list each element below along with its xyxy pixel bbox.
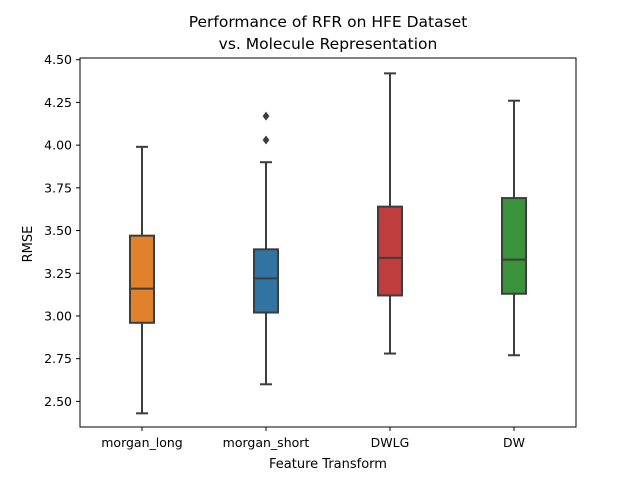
- y-axis-ticks: 2.50 2.75 3.00 3.25 3.50 3.75 4.00 4.25 4.50: [44, 52, 80, 409]
- x-axis-ticks: morgan_long morgan_short DWLG DW: [101, 427, 525, 450]
- chart-title-line-1: Performance of RFR on HFE Dataset: [189, 13, 468, 31]
- outlier-marker: [262, 111, 270, 121]
- y-axis-label: RMSE: [21, 226, 36, 263]
- plot-frame: [79, 57, 577, 428]
- outlier-marker: [262, 135, 270, 145]
- box-DWLG: [377, 72, 403, 355]
- x-tick-label: DWLG: [371, 435, 410, 450]
- chart-title-line-2: vs. Molecule Representation: [219, 35, 438, 53]
- box-morgan_short: [253, 111, 279, 386]
- y-tick-label: 4.50: [44, 52, 72, 67]
- y-tick-label: 4.00: [44, 138, 72, 153]
- y-tick-label: 3.25: [44, 266, 72, 281]
- x-tick-label: morgan_long: [101, 435, 183, 450]
- y-tick-label: 2.50: [44, 394, 72, 409]
- y-tick-label: 2.75: [44, 351, 72, 366]
- y-tick-label: 3.00: [44, 308, 72, 323]
- iqr-box: [129, 234, 155, 324]
- iqr-box: [377, 205, 403, 297]
- box-morgan_long: [129, 145, 155, 415]
- iqr-box: [501, 197, 527, 295]
- y-tick-label: 3.75: [44, 180, 72, 195]
- box-DW: [501, 99, 527, 357]
- iqr-box: [253, 248, 279, 314]
- plot-area: [79, 57, 577, 428]
- x-axis-label: Feature Transform: [269, 457, 387, 472]
- y-tick-label: 4.25: [44, 95, 72, 110]
- y-tick-label: 3.50: [44, 223, 72, 238]
- x-tick-label: morgan_short: [223, 435, 310, 450]
- x-tick-label: DW: [503, 435, 525, 450]
